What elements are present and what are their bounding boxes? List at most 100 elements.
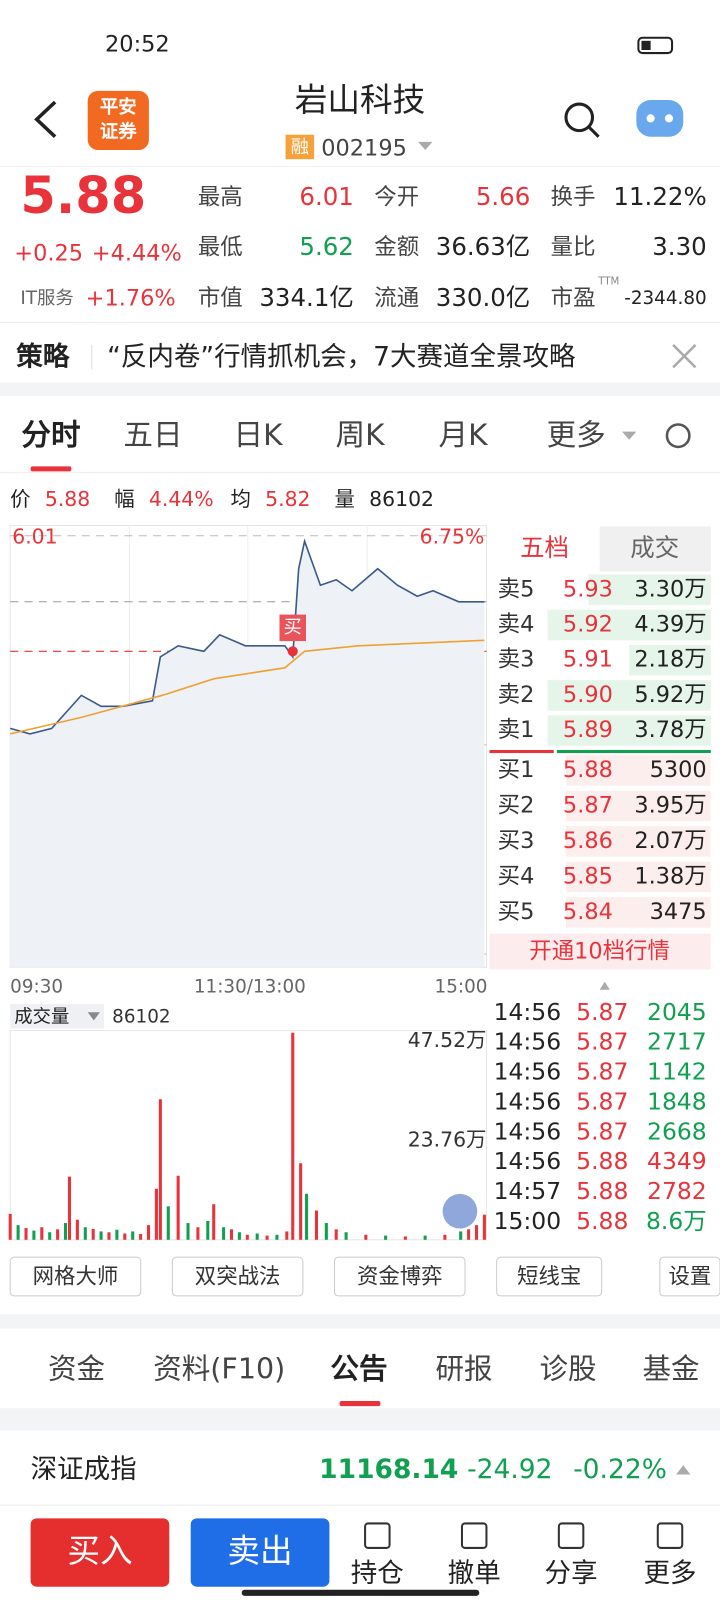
settings-button[interactable]: [665, 423, 691, 449]
volume-bar: [166, 1206, 170, 1240]
volume-bar: [229, 1229, 234, 1240]
sector: IT服务: [20, 288, 73, 309]
action-item[interactable]: 分享: [545, 1558, 598, 1589]
sell-button[interactable]: [190, 1518, 330, 1587]
margin-tag: 融: [291, 137, 309, 158]
search-button[interactable]: [564, 102, 595, 133]
volume-bar: [131, 1231, 135, 1240]
info-value: 4.44%: [149, 487, 214, 511]
tool-button-bg[interactable]: [496, 1256, 603, 1297]
action-item[interactable]: 更多: [643, 1558, 696, 1589]
ob-tab[interactable]: 五档: [520, 533, 569, 562]
action-item[interactable]: 持仓: [351, 1558, 404, 1589]
tool-button-bg[interactable]: [333, 1256, 466, 1297]
tool-button[interactable]: 网格大师: [33, 1265, 119, 1290]
bid-volume: 5300: [650, 757, 707, 783]
volume-bar: [67, 1176, 72, 1240]
tool-button[interactable]: 资金博弈: [357, 1265, 443, 1290]
section-tab[interactable]: 研报: [435, 1351, 492, 1385]
ask-price: 5.92: [563, 611, 613, 637]
volume-bar: [443, 1234, 447, 1240]
volume-bar: [186, 1223, 190, 1240]
back-button[interactable]: [34, 100, 57, 139]
tool-button[interactable]: 短线宝: [517, 1265, 581, 1290]
tool-button[interactable]: 设置: [668, 1265, 711, 1290]
bid-label: 买5: [498, 899, 535, 925]
bid-label: 买3: [498, 828, 535, 854]
ask-volume: 3.78万: [634, 717, 706, 743]
band: [0, 1408, 720, 1431]
info-value: 86102: [369, 487, 434, 511]
field-label: 今开: [374, 184, 419, 210]
close-button[interactable]: [672, 343, 697, 369]
sector-pct: +1.76%: [86, 285, 176, 311]
assistant-eye: [646, 114, 655, 123]
volume-bar: [196, 1227, 200, 1240]
ask-depth: [547, 609, 711, 641]
volume-bar: [8, 1213, 12, 1240]
volume-bar: [423, 1235, 427, 1240]
chart-tab[interactable]: 五日: [123, 418, 182, 452]
series-line: [10, 639, 485, 735]
volume-bar: [344, 1232, 348, 1240]
bid-label: 买1: [498, 757, 535, 783]
field-label: 市值: [198, 285, 243, 311]
chart-tab[interactable]: 月K: [439, 418, 490, 452]
section-tab[interactable]: 公告: [330, 1351, 387, 1385]
tool-button[interactable]: 双突战法: [195, 1265, 281, 1290]
info-label: 价: [10, 487, 30, 511]
field-value: 334.1亿: [259, 283, 354, 312]
section-tab[interactable]: 基金: [642, 1351, 699, 1385]
volume-label-bg: [10, 1004, 105, 1029]
trade-price: 5.88: [576, 1207, 628, 1235]
volume-bar: [255, 1233, 259, 1240]
upgrade-link[interactable]: 开通10档行情: [529, 939, 670, 965]
volume-bar: [314, 1210, 318, 1240]
trade-volume: 2717: [647, 1028, 707, 1056]
ask-depth: [547, 680, 711, 711]
chart-tab[interactable]: 更多: [547, 418, 606, 452]
buy-marker: [287, 646, 298, 657]
bid-label: 买4: [498, 863, 535, 889]
tool-button-bg[interactable]: [9, 1256, 142, 1297]
y-tick-label: 47.52万: [408, 1028, 487, 1052]
volume-bar: [123, 1233, 127, 1240]
fullscreen-button[interactable]: [442, 1193, 478, 1229]
series-line: [9, 538, 485, 735]
bid-depth: [565, 861, 711, 893]
action-item[interactable]: 撤单: [448, 1558, 501, 1589]
bid-depth: [565, 790, 711, 822]
section-tab[interactable]: 资金: [48, 1351, 105, 1385]
ob-divider: [489, 749, 554, 754]
home-indicator: [241, 1589, 480, 1596]
expand-icon: [676, 1465, 691, 1475]
chart-tab[interactable]: 日K: [234, 418, 285, 452]
field-label: 金额: [374, 234, 419, 260]
change: +0.25: [14, 241, 83, 267]
volume-bar: [24, 1228, 28, 1240]
volume-bar: [154, 1188, 158, 1240]
section-tab[interactable]: 诊股: [539, 1351, 596, 1385]
buy-label[interactable]: 买入: [67, 1532, 132, 1570]
buy-marker-label: 买: [284, 617, 302, 638]
chart-tab[interactable]: 分时: [21, 418, 80, 452]
volume-label[interactable]: 成交量: [14, 1006, 69, 1027]
field-label: 最高: [198, 184, 243, 210]
ask-price: 5.91: [563, 647, 613, 673]
trade-volume: 1848: [647, 1087, 707, 1115]
trade-time: 15:00: [494, 1207, 562, 1235]
trade-time: 14:56: [494, 1117, 562, 1145]
section-tab[interactable]: 资料(F10): [153, 1351, 285, 1385]
tool-button-bg[interactable]: [171, 1256, 304, 1297]
chart-tab[interactable]: 周K: [336, 418, 387, 452]
buy-button[interactable]: [30, 1518, 170, 1587]
volume-bar: [212, 1204, 216, 1240]
trade-price: 5.87: [576, 1028, 628, 1056]
sell-label[interactable]: 卖出: [227, 1532, 292, 1570]
battery-level: [641, 40, 651, 50]
volume-bar: [467, 1229, 471, 1240]
assistant-button[interactable]: [636, 99, 684, 137]
ob-tab[interactable]: 成交: [630, 533, 679, 562]
bid-volume: 1.38万: [634, 863, 706, 889]
strategy-text[interactable]: “反内卷”行情抓机会，7大赛道全景攻略: [107, 342, 576, 373]
